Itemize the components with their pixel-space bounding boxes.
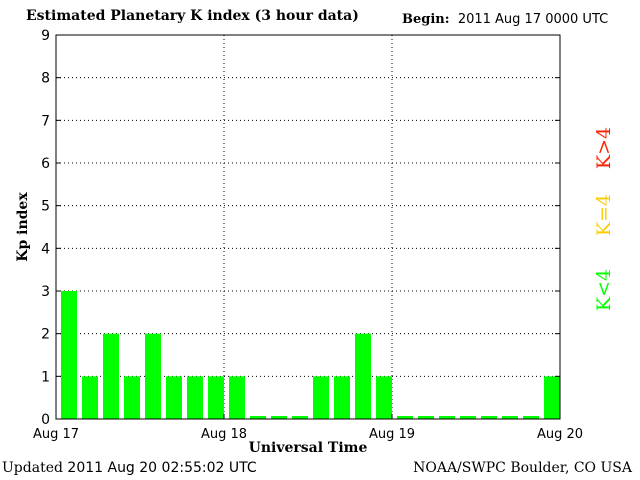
kp-bar [481, 416, 497, 419]
x-tick-label: Aug 20 [537, 427, 583, 442]
kp-bar [271, 416, 287, 419]
kp-bar [502, 416, 518, 419]
x-tick-label: Aug 18 [201, 427, 247, 442]
kp-bar [376, 376, 392, 419]
updated-value: 2011 Aug 20 02:55:02 UTC [67, 460, 257, 476]
kp-bar [544, 376, 560, 419]
y-tick-label: 6 [41, 156, 50, 172]
kp-bar [250, 416, 266, 419]
y-tick-label: 2 [41, 327, 50, 343]
kp-bar [61, 291, 77, 419]
kp-bar [439, 416, 455, 419]
kp-bar [418, 416, 434, 419]
kp-bar [229, 376, 245, 419]
chart-title: Estimated Planetary K index (3 hour data… [26, 8, 359, 24]
kp-index-chart: 0 1 2 3 4 5 6 7 8 9 Aug 17 Aug 18 Aug 19 Aug 20 Univer… [15, 28, 583, 456]
y-axis-label: Kp index [15, 192, 31, 262]
x-axis-label: Universal Time [249, 440, 368, 456]
updated-info: Updated 2011 Aug 20 02:55:02 UTC [2, 460, 257, 476]
y-tick-label: 4 [41, 241, 50, 257]
kp-bar [166, 376, 182, 419]
legend-item-k-equal-4: K=4 [593, 193, 616, 237]
kp-bar [208, 376, 224, 419]
y-tick-label: 9 [41, 28, 50, 44]
kp-bar [124, 376, 140, 419]
kp-bar [82, 376, 98, 419]
y-tick-label: 5 [41, 199, 50, 215]
y-tick-label: 3 [41, 284, 50, 300]
kp-bar [523, 416, 539, 419]
kp-bar [187, 376, 203, 419]
y-tick-label: 7 [41, 113, 50, 129]
x-tick-label: Aug 17 [33, 427, 79, 442]
begin-info: Begin: 2011 Aug 17 0000 UTC [402, 12, 608, 27]
legend-item-k-less-4: K<4 [593, 268, 616, 312]
kp-bar [103, 333, 119, 419]
updated-label: Updated [2, 460, 63, 476]
kp-bar [145, 333, 161, 419]
source-label: NOAA/SWPC Boulder, CO USA [413, 460, 632, 476]
kp-bar [460, 416, 476, 419]
legend-item-k-greater-4: K>4 [593, 126, 616, 170]
kp-bar [292, 416, 308, 419]
y-tick-label: 0 [41, 412, 50, 428]
y-tick-label: 8 [41, 71, 50, 87]
kp-bar [334, 376, 350, 419]
kp-bar [397, 416, 413, 419]
kp-bar [355, 333, 371, 419]
kp-bar [313, 376, 329, 419]
begin-label: Begin: [402, 12, 450, 27]
begin-value: 2011 Aug 17 0000 UTC [457, 12, 609, 27]
x-tick-label: Aug 19 [369, 427, 415, 442]
y-tick-label: 1 [41, 369, 50, 385]
plot-frame [55, 34, 561, 420]
